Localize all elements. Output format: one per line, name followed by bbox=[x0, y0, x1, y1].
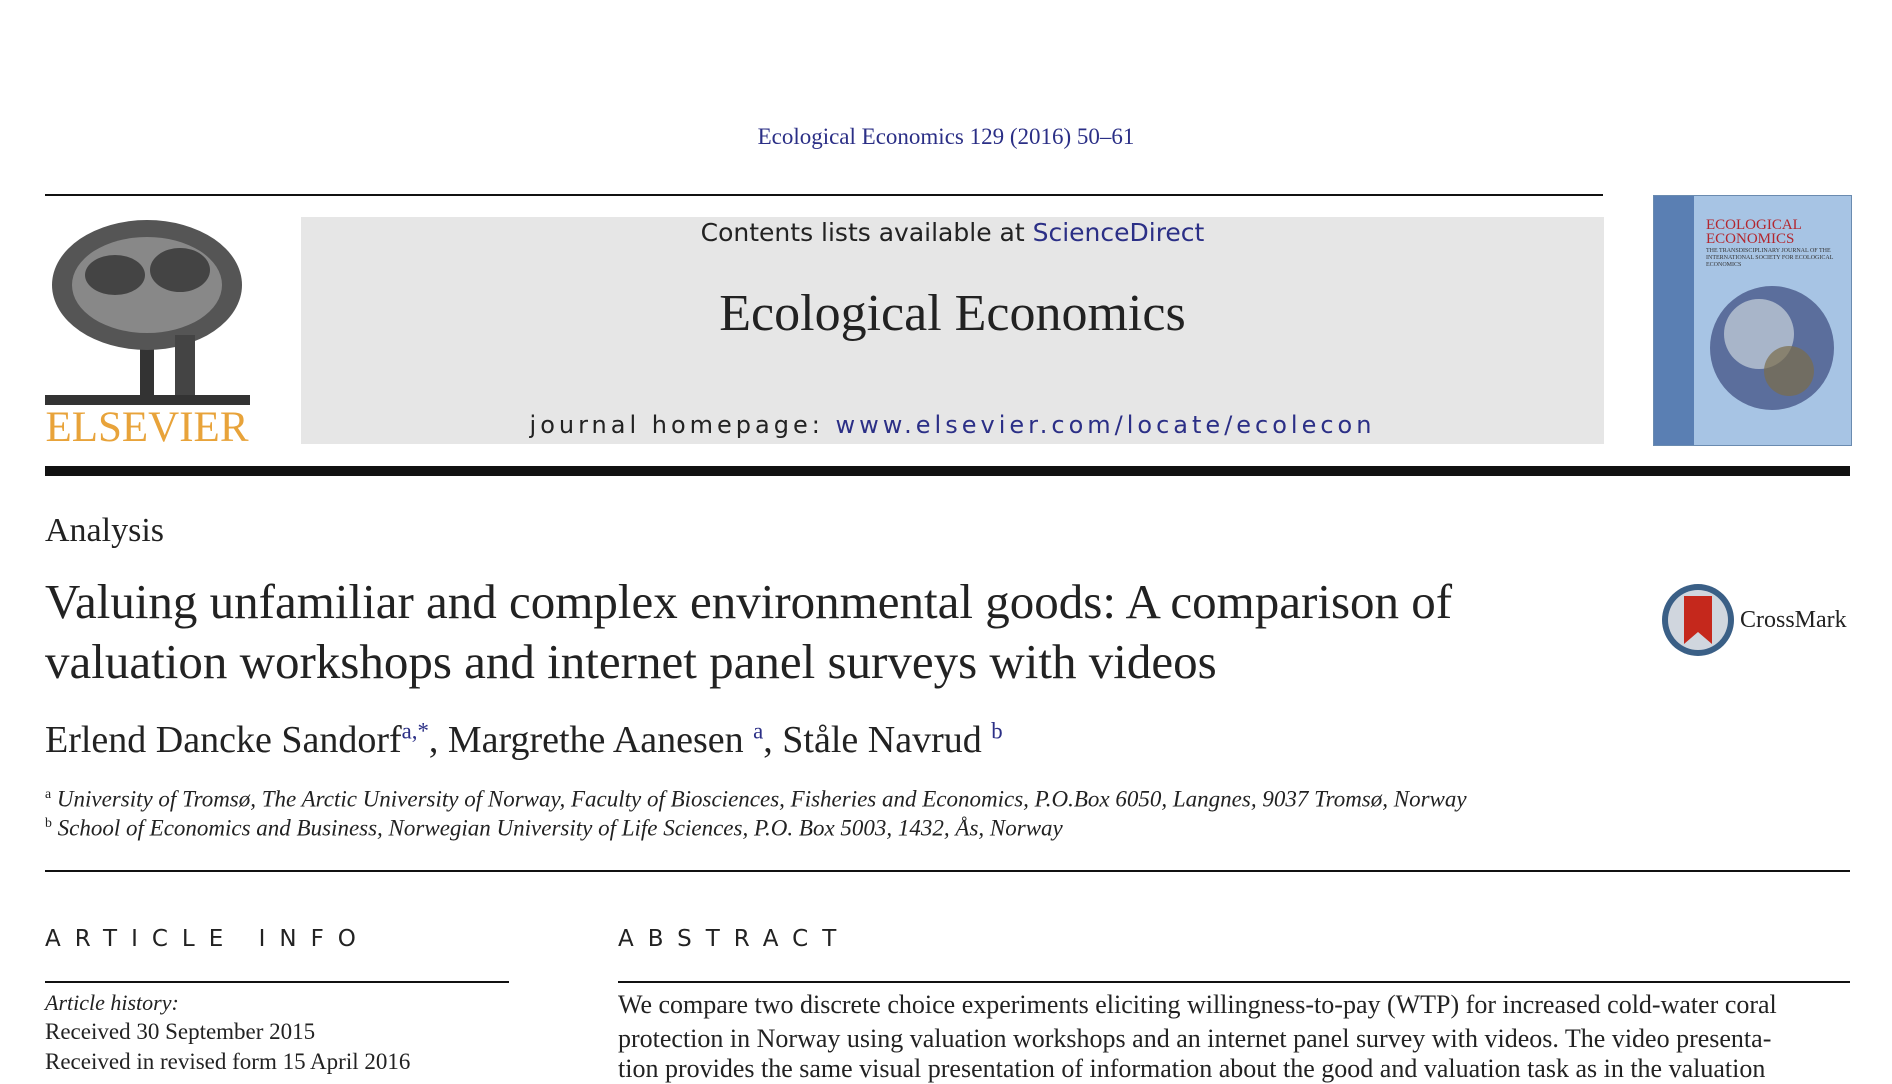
homepage-label: journal homepage: bbox=[529, 411, 824, 439]
affiliation: a University of Tromsø, The Arctic Unive… bbox=[45, 786, 1467, 813]
contents-prefix: Contents lists available at bbox=[700, 218, 1025, 247]
history-item: Received 30 September 2015 bbox=[45, 1019, 316, 1044]
article-info-heading: ARTICLE INFO bbox=[45, 926, 370, 952]
history-item: Received in revised form 15 April 2016 bbox=[45, 1049, 411, 1074]
affil-text: University of Tromsø, The Arctic Univers… bbox=[56, 786, 1467, 812]
citation: Ecological Economics 129 (2016) 50–61 bbox=[757, 124, 1135, 149]
rule bbox=[45, 981, 509, 983]
author-affil[interactable]: a,* bbox=[401, 718, 429, 744]
author: Erlend Dancke Sandorf bbox=[45, 719, 402, 761]
article-title: Valuing unfamiliar and complex environme… bbox=[45, 574, 1453, 689]
abstract-heading: ABSTRACT bbox=[618, 926, 851, 952]
affil-mark: b bbox=[45, 815, 52, 830]
author-affil[interactable]: a bbox=[753, 718, 764, 744]
authors: Erlend Dancke Sandorfa,*, Margrethe Aane… bbox=[45, 718, 1003, 761]
affil-mark: a bbox=[45, 786, 52, 801]
abstract-line: protection in Norway using valuation wor… bbox=[618, 1024, 1772, 1053]
cover-subtitle: THE TRANSDISCIPLINARY JOURNAL OF THE INT… bbox=[1706, 248, 1834, 268]
thick-rule bbox=[45, 466, 1850, 476]
elsevier-logo: ELSEVIER bbox=[45, 220, 250, 447]
author: Margrethe Aanesen bbox=[447, 719, 744, 761]
abstract-line: tion provides the same visual presentati… bbox=[618, 1054, 1766, 1083]
abstract-line: We compare two discrete choice experimen… bbox=[618, 990, 1777, 1019]
author-affil[interactable]: b bbox=[991, 718, 1003, 744]
contents-line: Contents lists available at ScienceDirec… bbox=[301, 218, 1604, 247]
rule bbox=[618, 981, 1850, 983]
affil-text: School of Economics and Business, Norweg… bbox=[57, 815, 1063, 841]
rule bbox=[45, 194, 1603, 196]
crossmark[interactable]: CrossMark bbox=[1740, 607, 1847, 633]
crossmark-icon[interactable] bbox=[1660, 582, 1740, 658]
history-label: Article history: bbox=[45, 990, 179, 1015]
section: Analysis bbox=[45, 512, 164, 549]
author: Ståle Navrud bbox=[782, 719, 982, 761]
sciencedirect-link[interactable]: ScienceDirect bbox=[1032, 218, 1205, 247]
publisher: ELSEVIER bbox=[45, 404, 248, 447]
journal-cover: ECOLOGICAL ECONOMICS THE TRANSDISCIPLINA… bbox=[1653, 195, 1852, 446]
journal-name: Ecological Economics bbox=[719, 285, 1186, 342]
cover-title: ECOLOGICAL ECONOMICS bbox=[1706, 217, 1802, 247]
homepage-url[interactable]: www.elsevier.com/locate/ecolecon bbox=[835, 411, 1376, 439]
masthead bbox=[301, 217, 1604, 444]
affiliation: b School of Economics and Business, Norw… bbox=[45, 815, 1063, 842]
rule bbox=[45, 870, 1850, 872]
homepage-line: journal homepage: www.elsevier.com/locat… bbox=[301, 411, 1604, 439]
